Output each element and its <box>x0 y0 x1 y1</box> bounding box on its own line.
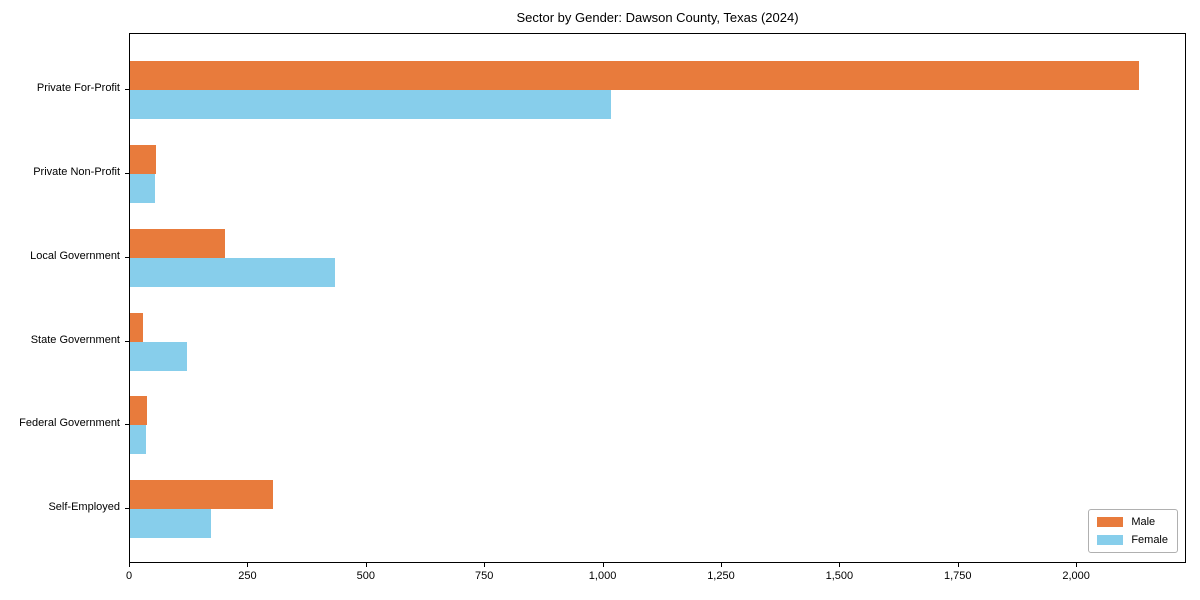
bar-female-0 <box>130 90 611 119</box>
y-tick-mark <box>125 89 129 90</box>
y-tick-label: Private For-Profit <box>36 82 120 94</box>
x-tick-mark <box>720 563 722 567</box>
bar-female-5 <box>130 509 212 539</box>
chart-title: Sector by Gender: Dawson County, Texas (… <box>516 10 799 25</box>
x-tick-mark <box>484 563 486 567</box>
legend-item-female: Female <box>1097 534 1168 546</box>
x-tick-label: 2,000 <box>1062 570 1090 582</box>
x-tick-mark <box>602 563 604 567</box>
x-tick-label: 0 <box>125 570 133 582</box>
x-tick-label: 250 <box>238 570 257 582</box>
x-tick-label: 750 <box>474 570 494 582</box>
x-tick-label: 1,750 <box>943 570 972 582</box>
y-tick-label: Self-Employed <box>48 501 120 514</box>
bar-male-3 <box>130 312 143 342</box>
x-tick-mark <box>839 563 841 567</box>
bar-male-0 <box>130 61 1139 90</box>
x-tick-mark <box>247 563 249 567</box>
bar-female-3 <box>130 341 188 371</box>
x-tick-label: 500 <box>356 570 375 582</box>
y-tick-mark <box>125 172 129 174</box>
bar-female-1 <box>130 173 155 203</box>
bar-female-2 <box>130 257 335 287</box>
x-tick-mark <box>365 563 367 567</box>
y-tick-mark <box>125 424 129 426</box>
x-tick-mark <box>1076 563 1078 567</box>
bar-male-5 <box>130 480 274 510</box>
x-tick-label: 1,250 <box>707 570 735 582</box>
x-tick-mark <box>129 563 130 567</box>
y-tick-label: State Government <box>30 333 120 346</box>
plot-area: Male Female <box>129 33 1186 563</box>
bar-male-1 <box>130 144 157 174</box>
bar-male-4 <box>130 396 148 426</box>
legend-swatch-male-icon <box>1097 517 1124 527</box>
y-tick-mark <box>125 508 129 510</box>
y-tick-label: Federal Government <box>19 417 120 430</box>
bar-female-4 <box>130 425 147 455</box>
legend-item-male: Male <box>1097 516 1168 528</box>
y-tick-label: Local Government <box>30 249 120 262</box>
legend-label-female: Female <box>1131 534 1168 546</box>
legend-label-male: Male <box>1131 516 1156 528</box>
bar-male-2 <box>130 228 225 258</box>
y-tick-label: Private Non-Profit <box>33 165 120 178</box>
legend-swatch-female-icon <box>1097 535 1124 545</box>
x-tick-label: 1,000 <box>588 570 617 582</box>
legend: Male Female <box>1088 509 1178 553</box>
y-tick-mark <box>125 256 129 258</box>
y-tick-mark <box>125 340 129 342</box>
x-tick-mark <box>957 563 959 567</box>
x-tick-label: 1,500 <box>825 570 854 582</box>
